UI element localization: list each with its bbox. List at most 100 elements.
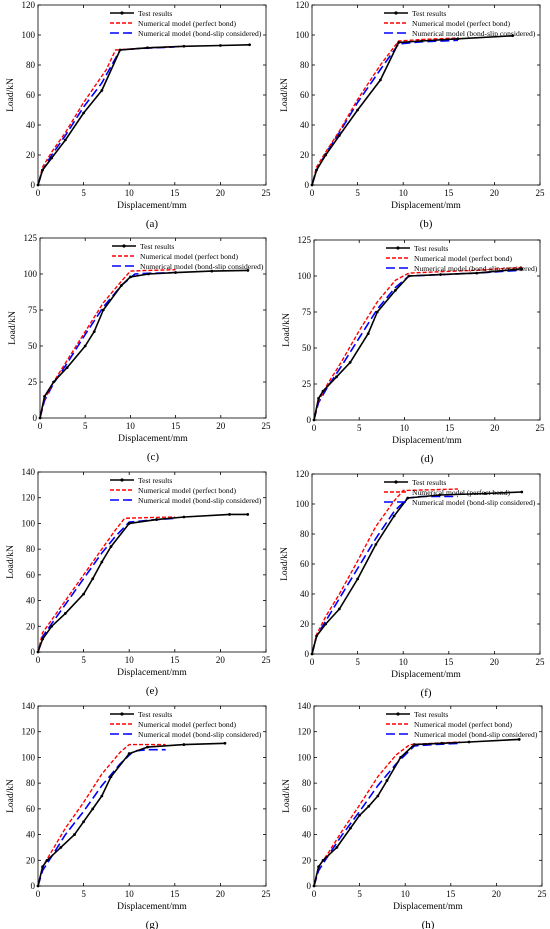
x-tick-label: 0 <box>38 421 43 431</box>
y-tick-label: 20 <box>26 855 36 865</box>
x-tick-label: 15 <box>170 889 180 899</box>
data-point-test <box>100 794 104 798</box>
x-tick-label: 5 <box>357 423 362 433</box>
legend-label-bondslip: Numerical model (bond-slip considered) <box>138 29 262 38</box>
data-point-test <box>182 515 186 519</box>
series-line-test <box>37 44 250 186</box>
x-tick-label: 20 <box>216 188 226 198</box>
y-tick-label: 40 <box>26 596 36 606</box>
y-tick-label: 100 <box>22 518 36 528</box>
x-tick-label: 10 <box>125 655 135 665</box>
y-tick-label: 80 <box>302 778 312 788</box>
panel-label: (a) <box>146 218 159 230</box>
data-point-test <box>392 514 396 518</box>
y-axis-label: Load/kN <box>6 78 16 112</box>
x-tick-label: 20 <box>490 423 500 433</box>
legend-label-test: Test results <box>138 9 172 18</box>
x-tick-label: 0 <box>312 889 317 899</box>
data-point-test <box>420 39 423 43</box>
x-tick-label: 5 <box>355 188 360 198</box>
legend-label-test: Test results <box>414 710 448 719</box>
y-axis-label: Load/kN <box>6 779 16 813</box>
data-point-test <box>483 492 487 495</box>
y-tick-label: 140 <box>22 467 36 477</box>
y-tick-label: 20 <box>302 855 312 865</box>
series-line-bondslip <box>37 46 175 186</box>
data-point-test <box>83 344 87 348</box>
x-tick-label: 5 <box>81 889 86 899</box>
panel-label: (f) <box>421 687 432 699</box>
legend-label-perfect: Numerical model (perfect bond) <box>140 252 239 261</box>
x-tick-label: 20 <box>492 889 502 899</box>
y-tick-label: 40 <box>300 589 310 599</box>
legend-label-perfect: Numerical model (perfect bond) <box>412 488 511 497</box>
data-point-test <box>119 284 123 287</box>
x-tick-label: 25 <box>262 655 272 665</box>
data-point-test <box>324 622 328 626</box>
x-tick-label: 25 <box>536 423 546 433</box>
y-tick-label: 100 <box>298 752 312 762</box>
legend-marker-test <box>120 478 124 482</box>
panel-label: (c) <box>147 451 160 463</box>
data-point-test <box>312 884 316 888</box>
y-tick-label: 75 <box>28 305 38 315</box>
y-tick-label: 60 <box>300 90 310 100</box>
data-point-test <box>246 269 250 272</box>
y-tick-label: 80 <box>26 544 36 554</box>
data-point-test <box>337 134 341 137</box>
data-point-test <box>82 592 85 596</box>
data-point-test <box>210 269 214 273</box>
legend-label-perfect: Numerical model (perfect bond) <box>414 254 513 263</box>
data-point-test <box>310 652 314 656</box>
y-tick-label: 20 <box>26 150 36 160</box>
legend-label-bondslip: Numerical model (bond-slip considered) <box>140 262 264 271</box>
y-tick-label: 20 <box>26 621 36 631</box>
x-tick-label: 15 <box>444 188 454 198</box>
data-point-test <box>174 271 178 274</box>
y-tick-label: 60 <box>300 559 310 569</box>
legend-label-bondslip: Numerical model (bond-slip considered) <box>414 264 538 273</box>
data-point-test <box>440 741 444 745</box>
data-point-test <box>91 807 95 811</box>
data-point-test <box>101 308 105 312</box>
series-line-bondslip <box>313 269 522 421</box>
x-axis-label: Displacement/mm <box>117 902 187 912</box>
series-line-test <box>313 738 520 887</box>
x-axis-label: Displacement/mm <box>118 434 188 444</box>
series-line-perfect <box>313 741 460 887</box>
data-point-test <box>127 522 131 525</box>
data-point-test <box>36 183 40 187</box>
data-point-test <box>41 865 44 869</box>
legend-label-bondslip: Numerical model (bond-slip considered) <box>412 498 536 507</box>
legend-label-perfect: Numerical model (perfect bond) <box>138 486 237 495</box>
data-point-test <box>315 168 318 172</box>
legend-label-test: Test results <box>414 244 448 253</box>
data-point-test <box>92 330 96 333</box>
series-line-test <box>313 268 522 421</box>
y-tick-label: 100 <box>296 30 310 40</box>
y-tick-label: 140 <box>298 701 312 711</box>
data-point-test <box>50 156 54 160</box>
y-tick-label: 60 <box>26 570 36 580</box>
y-axis-label: Load/kN <box>280 78 290 112</box>
x-tick-label: 0 <box>312 423 317 433</box>
x-tick-label: 0 <box>310 657 315 667</box>
data-point-test <box>246 513 250 516</box>
y-tick-label: 120 <box>22 493 36 503</box>
x-axis-label: Displacement/mm <box>117 668 187 678</box>
y-tick-label: 100 <box>296 499 310 509</box>
legend-label-test: Test results <box>138 476 172 485</box>
series-line-test <box>39 269 248 419</box>
data-point-test <box>393 289 397 292</box>
data-point-test <box>349 826 352 830</box>
x-tick-label: 10 <box>125 889 135 899</box>
data-point-test <box>63 612 67 615</box>
series-line-perfect <box>39 269 176 419</box>
legend-label-test: Test results <box>140 242 174 251</box>
data-point-test <box>73 833 76 836</box>
data-point-test <box>155 518 158 521</box>
data-point-test <box>52 380 55 384</box>
y-tick-label: 0 <box>307 881 312 891</box>
series-line-perfect <box>37 45 184 186</box>
y-tick-label: 120 <box>22 0 36 10</box>
